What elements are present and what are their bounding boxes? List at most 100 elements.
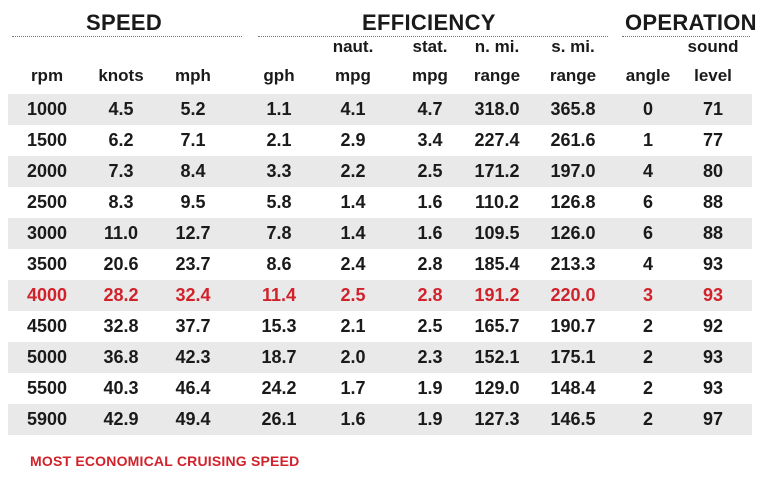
performance-table: 1000 4.5 5.2 1.1 4.1 4.7 318.0 365.8 0 71 1500 6.2 7… bbox=[8, 94, 752, 435]
cell-sound: 93 bbox=[702, 378, 724, 398]
header-sound-bottom: level bbox=[694, 66, 732, 85]
table-row: 4500 32.8 37.7 15.3 2.1 2.5 165.7 190.7 2 92 bbox=[8, 311, 752, 342]
header-sound-top: sound bbox=[687, 37, 739, 56]
efficiency-group-label: EFFICIENCY bbox=[362, 10, 496, 35]
cell-knots: 20.6 bbox=[103, 254, 139, 274]
cell-nmi-range: 110.2 bbox=[474, 192, 520, 212]
cell-sound: 93 bbox=[702, 347, 724, 367]
cell-stat-mpg: 2.3 bbox=[417, 347, 443, 367]
cell-nmi-range: 185.4 bbox=[474, 254, 520, 274]
header-naut-mpg-bottom: mpg bbox=[335, 66, 371, 85]
header-angle-bottom: angle bbox=[625, 66, 671, 85]
cell-mph: 49.4 bbox=[175, 409, 211, 429]
cell-gph: 8.6 bbox=[266, 254, 292, 274]
cell-rpm: 2000 bbox=[26, 161, 68, 181]
header-nmi-range-top: n. mi. bbox=[474, 37, 520, 56]
cell-stat-mpg: 2.8 bbox=[417, 285, 443, 305]
cell-gph: 26.1 bbox=[261, 409, 297, 429]
table-row: 2500 8.3 9.5 5.8 1.4 1.6 110.2 126.8 6 88 bbox=[8, 187, 752, 218]
cell-nmi-range: 129.0 bbox=[474, 378, 520, 398]
header-stat-mpg-bottom: mpg bbox=[412, 66, 448, 85]
cell-mph: 32.4 bbox=[175, 285, 211, 305]
header-knots-bottom: knots bbox=[98, 66, 144, 85]
header-naut-mpg-top: naut. bbox=[332, 37, 374, 56]
cell-sound: 97 bbox=[702, 409, 724, 429]
cell-smi-range: 190.7 bbox=[550, 316, 596, 336]
cell-sound: 80 bbox=[702, 161, 724, 181]
cell-angle: 2 bbox=[642, 409, 653, 429]
operation-group-title: OPERATION bbox=[625, 10, 757, 36]
cell-naut-mpg: 2.9 bbox=[340, 130, 366, 150]
cell-rpm: 4000 bbox=[26, 285, 68, 305]
cell-sound: 88 bbox=[702, 192, 724, 212]
cell-sound: 93 bbox=[702, 254, 724, 274]
speed-group-title: SPEED bbox=[86, 10, 162, 36]
cell-rpm: 5900 bbox=[26, 409, 68, 429]
table-row: 5900 42.9 49.4 26.1 1.6 1.9 127.3 146.5 2 97 bbox=[8, 404, 752, 435]
speed-group-label: SPEED bbox=[86, 10, 163, 35]
efficiency-divider bbox=[258, 36, 608, 37]
header-smi-range-top: s. mi. bbox=[551, 37, 595, 56]
cell-angle: 6 bbox=[642, 223, 653, 243]
cell-gph: 18.7 bbox=[261, 347, 297, 367]
cell-nmi-range: 109.5 bbox=[474, 223, 520, 243]
cell-naut-mpg: 1.4 bbox=[340, 223, 366, 243]
cell-sound: 92 bbox=[702, 316, 724, 336]
cell-stat-mpg: 2.5 bbox=[417, 316, 443, 336]
cell-stat-mpg: 1.9 bbox=[417, 378, 443, 398]
table-row: 3000 11.0 12.7 7.8 1.4 1.6 109.5 126.0 6 88 bbox=[8, 218, 752, 249]
cell-rpm: 5500 bbox=[26, 378, 68, 398]
cell-sound: 88 bbox=[702, 223, 724, 243]
cell-mph: 37.7 bbox=[175, 316, 211, 336]
cell-smi-range: 126.0 bbox=[550, 223, 596, 243]
cell-naut-mpg: 4.1 bbox=[340, 99, 366, 119]
cell-knots: 11.0 bbox=[103, 223, 139, 243]
operation-divider bbox=[622, 36, 750, 37]
cell-rpm: 1500 bbox=[26, 130, 68, 150]
table-row: 2000 7.3 8.4 3.3 2.2 2.5 171.2 197.0 4 80 bbox=[8, 156, 752, 187]
cell-knots: 4.5 bbox=[108, 99, 134, 119]
cell-naut-mpg: 2.4 bbox=[340, 254, 366, 274]
cell-naut-mpg: 2.2 bbox=[340, 161, 366, 181]
cell-gph: 24.2 bbox=[261, 378, 297, 398]
cell-knots: 42.9 bbox=[103, 409, 139, 429]
cell-smi-range: 365.8 bbox=[550, 99, 596, 119]
cell-angle: 6 bbox=[642, 192, 653, 212]
cell-gph: 11.4 bbox=[261, 285, 297, 305]
header-smi-range-bottom: range bbox=[549, 66, 597, 85]
cell-naut-mpg: 2.5 bbox=[340, 285, 366, 305]
cell-smi-range: 197.0 bbox=[550, 161, 596, 181]
cell-angle: 4 bbox=[642, 254, 653, 274]
cell-stat-mpg: 4.7 bbox=[417, 99, 443, 119]
cell-mph: 5.2 bbox=[180, 99, 206, 119]
cell-gph: 7.8 bbox=[266, 223, 292, 243]
header-gph-bottom: gph bbox=[263, 66, 295, 85]
cell-mph: 23.7 bbox=[175, 254, 211, 274]
table-row: 5000 36.8 42.3 18.7 2.0 2.3 152.1 175.1 2 93 bbox=[8, 342, 752, 373]
cell-stat-mpg: 1.6 bbox=[417, 192, 443, 212]
cell-knots: 28.2 bbox=[103, 285, 139, 305]
table-row: 3500 20.6 23.7 8.6 2.4 2.8 185.4 213.3 4 93 bbox=[8, 249, 752, 280]
cell-mph: 12.7 bbox=[175, 223, 211, 243]
cell-gph: 1.1 bbox=[266, 99, 292, 119]
cell-stat-mpg: 1.6 bbox=[417, 223, 443, 243]
cell-smi-range: 148.4 bbox=[550, 378, 596, 398]
cell-smi-range: 175.1 bbox=[550, 347, 596, 367]
cell-stat-mpg: 2.5 bbox=[417, 161, 443, 181]
cell-smi-range: 213.3 bbox=[550, 254, 596, 274]
cell-knots: 36.8 bbox=[103, 347, 139, 367]
cell-nmi-range: 171.2 bbox=[474, 161, 520, 181]
header-stat-mpg-top: stat. bbox=[412, 37, 448, 56]
cell-smi-range: 261.6 bbox=[550, 130, 596, 150]
cell-gph: 2.1 bbox=[266, 130, 292, 150]
cell-naut-mpg: 1.4 bbox=[340, 192, 366, 212]
cell-angle: 4 bbox=[642, 161, 653, 181]
header-nmi-range-bottom: range bbox=[473, 66, 521, 85]
cell-nmi-range: 318.0 bbox=[474, 99, 520, 119]
cell-stat-mpg: 2.8 bbox=[417, 254, 443, 274]
cell-rpm: 5000 bbox=[26, 347, 68, 367]
table-row: 1500 6.2 7.1 2.1 2.9 3.4 227.4 261.6 1 77 bbox=[8, 125, 752, 156]
cell-stat-mpg: 1.9 bbox=[417, 409, 443, 429]
footnote: MOST ECONOMICAL CRUISING SPEED bbox=[30, 453, 300, 469]
cell-mph: 46.4 bbox=[175, 378, 211, 398]
